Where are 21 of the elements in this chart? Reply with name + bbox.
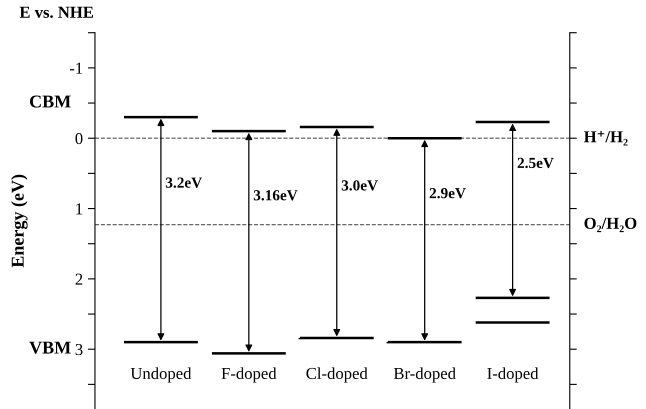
x-tick-label: Cl-doped xyxy=(306,367,368,382)
text: VBM xyxy=(29,342,71,354)
x-tick-label: F-doped xyxy=(222,367,276,382)
data-label: 3.0eV xyxy=(342,180,378,191)
y-axis-title: Energy (eV) xyxy=(11,174,28,268)
data-label: 2.5eV xyxy=(518,158,554,168)
y-tick-label: -1 xyxy=(70,62,82,74)
chart-title: E vs. NHE xyxy=(20,6,94,18)
data-label: 2.9eV xyxy=(430,188,466,198)
ref-line-label: O₂/H₂O xyxy=(584,218,636,232)
x-tick-label: Undoped xyxy=(130,367,192,382)
data-label: 3.16eV xyxy=(254,190,298,200)
x-tick-label: Br-doped xyxy=(394,367,456,382)
y-tick-label: 2 xyxy=(76,274,82,285)
text: CBM xyxy=(30,95,71,108)
data-label: 3.2eV xyxy=(166,177,202,188)
y-tick-label: 0 xyxy=(75,132,83,144)
y-tick-label: 3 xyxy=(76,344,83,356)
y-tick-label: 1 xyxy=(76,203,82,214)
x-tick-label: I-doped xyxy=(487,367,538,382)
ref-line-label: H⁺/H₂ xyxy=(584,130,628,146)
